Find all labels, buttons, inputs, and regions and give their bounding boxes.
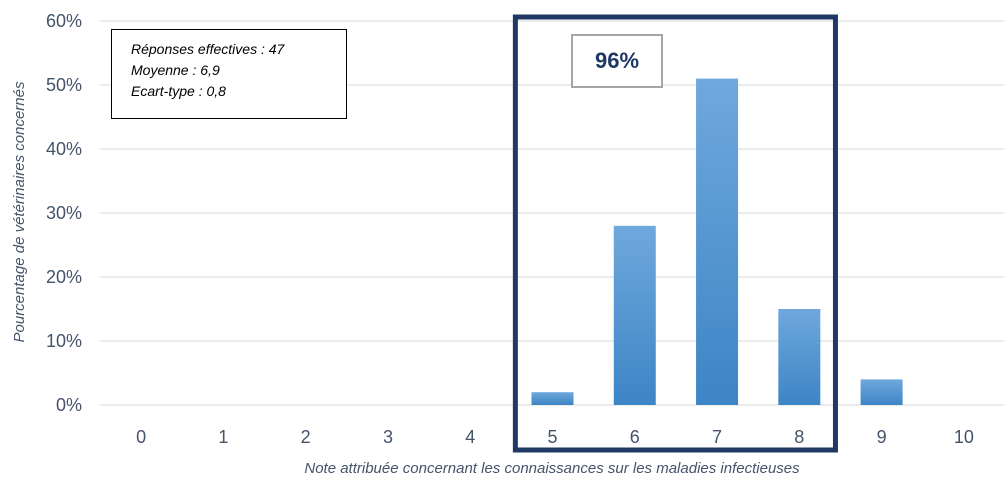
stats-mean: Moyenne : 6,9 (131, 62, 220, 78)
x-axis-ticks: 0 1 2 3 4 5 6 7 8 9 10 (136, 427, 974, 447)
stats-stddev: Ecart-type : 0,8 (131, 83, 226, 99)
y-tick-label: 0% (56, 395, 82, 415)
bar-8 (778, 309, 821, 405)
x-tick-label: 3 (383, 427, 393, 447)
y-axis-ticks: 0% 10% 20% 30% 40% 50% 60% (46, 11, 82, 415)
x-tick-label: 1 (218, 427, 228, 447)
bars (531, 78, 903, 405)
bar-6 (613, 225, 656, 405)
x-tick-label: 2 (301, 427, 311, 447)
stats-box: Réponses effectives : 47 Moyenne : 6,9 E… (111, 29, 347, 119)
stats-responses: Réponses effectives : 47 (131, 41, 285, 57)
y-tick-label: 50% (46, 75, 82, 95)
bar-7 (696, 78, 739, 405)
x-tick-label: 8 (794, 427, 804, 447)
y-tick-label: 40% (46, 139, 82, 159)
x-tick-label: 9 (877, 427, 887, 447)
highlight-frame (512, 14, 838, 453)
x-tick-label: 5 (547, 427, 557, 447)
x-tick-label: 6 (630, 427, 640, 447)
x-tick-label: 4 (465, 427, 475, 447)
x-tick-label: 0 (136, 427, 146, 447)
y-tick-label: 10% (46, 331, 82, 351)
y-tick-label: 30% (46, 203, 82, 223)
x-tick-label: 10 (954, 427, 974, 447)
bar-9 (860, 379, 903, 405)
y-axis-title: Pourcentage de vétérinaires concernés (11, 81, 28, 342)
y-tick-label: 20% (46, 267, 82, 287)
x-tick-label: 7 (712, 427, 722, 447)
x-axis-title: Note attribuée concernant les connaissan… (304, 460, 800, 477)
bar-5 (531, 392, 574, 405)
y-tick-label: 60% (46, 11, 82, 31)
highlight-percentage-label: 96% (571, 34, 663, 88)
